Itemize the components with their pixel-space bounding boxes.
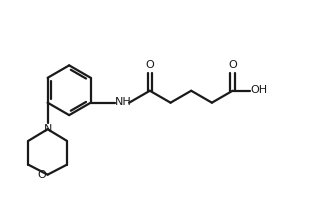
Text: O: O <box>228 60 237 70</box>
Text: NH: NH <box>115 97 132 107</box>
Text: OH: OH <box>251 85 268 95</box>
Text: N: N <box>44 124 52 134</box>
Text: O: O <box>37 170 46 180</box>
Text: O: O <box>146 60 154 70</box>
